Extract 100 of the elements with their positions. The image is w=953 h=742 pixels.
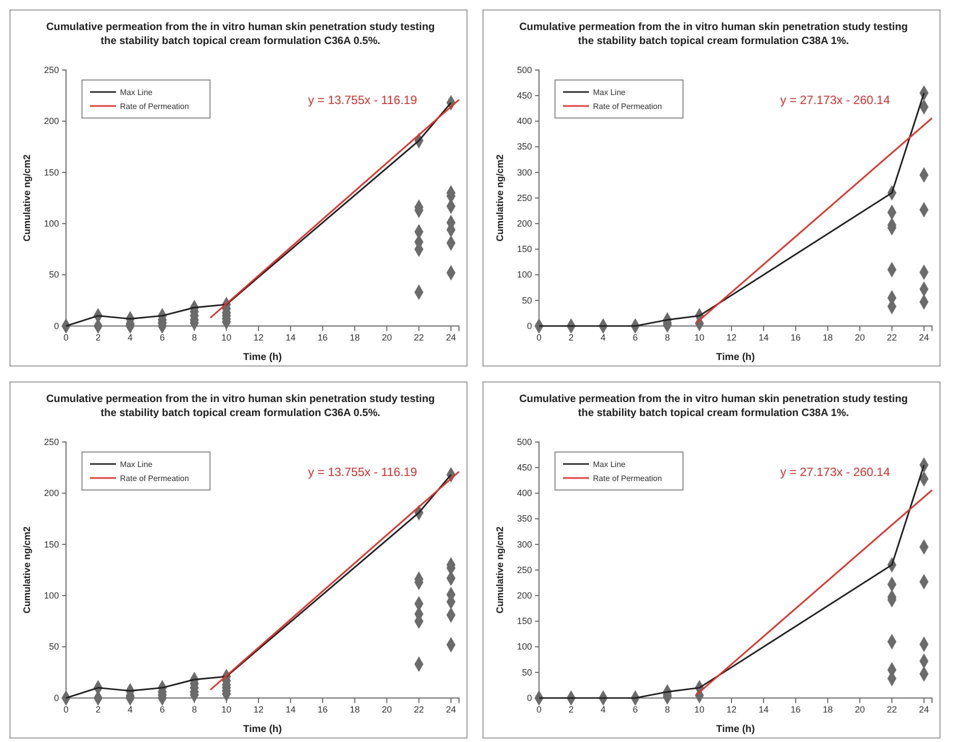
x-tick-label: 2	[568, 704, 574, 714]
y-tick-label: 400	[516, 488, 532, 498]
legend-label: Max Line	[120, 88, 154, 97]
x-tick-label: 4	[128, 704, 133, 714]
y-axis-title: Cumulative ng/cm2	[22, 154, 33, 242]
y-tick-label: 100	[44, 218, 59, 228]
y-tick-label: 50	[522, 295, 532, 306]
annotation: y = 27.173x - 260.14	[780, 93, 890, 107]
x-tick-label: 18	[350, 704, 360, 714]
y-tick-label: 250	[44, 436, 59, 447]
y-tick-label: 0	[54, 320, 59, 331]
x-tick-label: 14	[286, 332, 296, 342]
x-tick-label: 16	[318, 332, 328, 342]
x-tick-label: 10	[221, 332, 232, 342]
y-tick-label: 450	[516, 462, 532, 472]
y-tick-label: 300	[516, 539, 532, 550]
y-tick-label: 100	[516, 642, 532, 652]
y-tick-label: 200	[44, 116, 59, 126]
x-tick-label: 16	[790, 704, 801, 714]
y-tick-label: 450	[516, 90, 532, 100]
x-tick-label: 14	[286, 704, 296, 714]
y-tick-label: 500	[516, 436, 532, 447]
x-tick-label: 22	[414, 332, 424, 342]
x-tick-label: 6	[160, 704, 165, 714]
y-tick-label: 250	[516, 564, 532, 575]
x-tick-label: 0	[536, 704, 542, 714]
x-tick-label: 0	[63, 332, 69, 342]
x-tick-label: 24	[918, 704, 929, 714]
annotation: y = 27.173x - 260.14	[780, 465, 890, 479]
x-tick-label: 10	[694, 704, 704, 714]
x-tick-label: 12	[726, 704, 736, 714]
legend-label: Rate of Permeation	[593, 474, 662, 483]
x-tick-label: 12	[253, 704, 264, 714]
y-tick-label: 150	[44, 167, 59, 178]
legend-label: Max Line	[593, 88, 626, 97]
x-axis-title: Time (h)	[716, 724, 755, 735]
y-tick-label: 0	[526, 692, 532, 703]
x-tick-label: 8	[664, 704, 670, 714]
y-tick-label: 150	[516, 244, 532, 254]
y-axis-title: Cumulative ng/cm2	[495, 154, 506, 242]
y-tick-label: 0	[526, 320, 532, 331]
annotation: y = 13.755x - 116.19	[308, 465, 418, 479]
y-tick-label: 200	[44, 488, 59, 498]
x-tick-label: 2	[96, 332, 101, 342]
legend-label: Rate of Permeation	[120, 474, 189, 483]
x-tick-label: 6	[160, 332, 165, 342]
legend-label: Max Line	[120, 460, 154, 469]
x-tick-label: 10	[221, 704, 232, 714]
x-tick-label: 4	[128, 332, 133, 342]
x-tick-label: 8	[192, 332, 197, 342]
x-tick-label: 20	[854, 332, 865, 342]
x-tick-label: 22	[414, 704, 424, 714]
x-tick-label: 12	[253, 332, 264, 342]
x-tick-label: 20	[382, 332, 392, 342]
x-tick-label: 22	[886, 704, 897, 714]
x-tick-label: 22	[886, 332, 897, 342]
x-tick-label: 4	[600, 704, 606, 714]
y-tick-label: 300	[516, 167, 532, 178]
x-tick-label: 0	[536, 332, 542, 342]
x-tick-label: 2	[96, 704, 101, 714]
x-tick-label: 16	[790, 332, 801, 342]
y-axis-title: Cumulative ng/cm2	[22, 526, 33, 614]
chart-title: Cumulative permeation from the in vitro human skin penetration study testing the stability batch topical cream formulation C36A 0.5%.	[46, 21, 435, 47]
x-tick-label: 24	[446, 704, 456, 714]
x-tick-label: 16	[318, 704, 328, 714]
y-tick-label: 50	[522, 667, 532, 678]
x-tick-label: 14	[758, 704, 769, 714]
legend-label: Rate of Permeation	[593, 102, 662, 111]
y-axis-title: Cumulative ng/cm2	[495, 526, 506, 614]
annotation: y = 13.755x - 116.19	[308, 93, 418, 107]
y-tick-label: 400	[516, 116, 532, 126]
y-tick-label: 200	[516, 590, 532, 600]
x-tick-label: 18	[822, 704, 833, 714]
x-tick-label: 6	[632, 704, 638, 714]
x-tick-label: 2	[568, 332, 574, 342]
y-tick-label: 200	[516, 218, 532, 228]
y-tick-label: 150	[44, 539, 59, 550]
y-tick-label: 250	[516, 192, 532, 203]
x-tick-label: 8	[192, 704, 197, 714]
y-tick-label: 350	[516, 514, 532, 524]
y-tick-label: 250	[44, 64, 59, 75]
y-tick-label: 50	[48, 642, 59, 652]
y-tick-label: 50	[48, 270, 59, 280]
x-axis-title: Time (h)	[243, 724, 282, 735]
x-tick-label: 10	[694, 332, 704, 342]
y-tick-label: 150	[516, 616, 532, 626]
x-tick-label: 18	[350, 332, 360, 342]
x-tick-label: 24	[918, 332, 929, 342]
y-tick-label: 350	[516, 142, 532, 152]
x-axis-title: Time (h)	[243, 352, 282, 363]
x-tick-label: 4	[600, 332, 606, 342]
chart-title: Cumulative permeation from the in vitro human skin penetration study testing the stability batch topical cream formulation C38A 1%.	[519, 21, 908, 47]
x-tick-label: 6	[632, 332, 638, 342]
x-axis-title: Time (h)	[716, 352, 755, 363]
y-tick-label: 0	[54, 692, 59, 703]
y-tick-label: 100	[44, 590, 59, 600]
x-tick-label: 14	[758, 332, 769, 342]
x-tick-label: 0	[63, 704, 69, 714]
y-tick-label: 100	[516, 270, 532, 280]
chart-title: Cumulative permeation from the in vitro human skin penetration study testing the stability batch topical cream formulation C38A 1%.	[519, 393, 908, 419]
